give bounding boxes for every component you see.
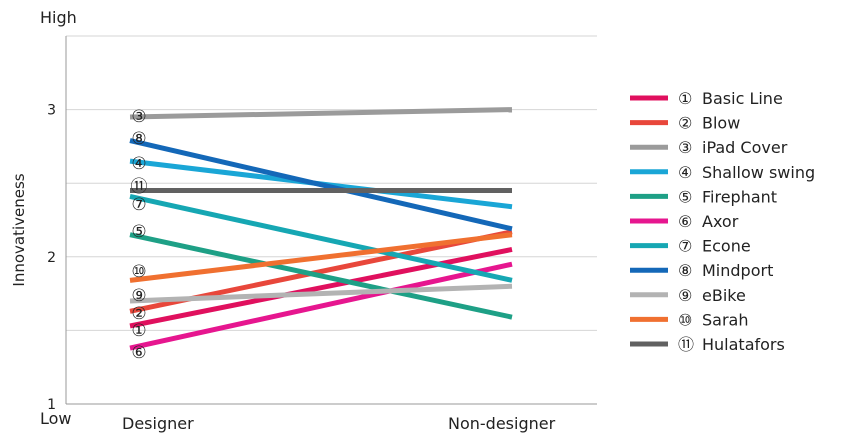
legend-marker: ⑧ — [678, 261, 692, 280]
legend-marker: ⑥ — [678, 212, 692, 231]
legend-marker: ⑪ — [678, 335, 694, 354]
legend: ① Basic Line ② Blow ③ iPad Cover ④ Shallow swin… — [630, 89, 815, 354]
series-line-3 — [130, 110, 512, 117]
series-marker-label: ⑩ — [131, 262, 146, 282]
x-tick-labels: Designer Non-designer — [122, 414, 556, 433]
legend-label: Econe — [702, 237, 751, 256]
legend-marker: ② — [678, 114, 692, 133]
series-marker-label: ⑧ — [131, 129, 146, 149]
legend-label: Firephant — [702, 187, 777, 206]
legend-label: iPad Cover — [702, 138, 788, 157]
y-tick-label: 2 — [47, 250, 56, 266]
y-tick-label: 3 — [47, 103, 56, 119]
y-axis-title: Innovativeness — [10, 173, 28, 286]
y-axis-top-label: High — [40, 8, 77, 27]
x-tick-label: Non-designer — [448, 414, 556, 433]
series-marker-label: ⑥ — [131, 343, 146, 363]
series-line-8 — [130, 141, 512, 229]
x-tick-label: Designer — [122, 414, 194, 433]
series-marker-label: ② — [131, 304, 146, 324]
series-marker-label: ⑤ — [131, 222, 146, 242]
legend-label: Hulatafors — [702, 335, 785, 354]
y-tick-labels: 1 2 3 — [47, 103, 56, 413]
series-lines — [130, 110, 512, 348]
series-line-7 — [130, 196, 512, 280]
legend-marker: ⑨ — [678, 286, 692, 305]
legend-label: eBike — [702, 286, 746, 305]
series-marker-label: ④ — [131, 154, 146, 174]
series-markers: ①② ③ ④ ⑤ ⑥ ⑦ ⑧ ⑨ ⑩ ⑪ — [131, 107, 148, 363]
legend-label: Basic Line — [702, 89, 783, 108]
legend-label: Sarah — [702, 310, 748, 329]
legend-marker: ④ — [678, 163, 692, 182]
legend-marker: ③ — [678, 138, 692, 157]
legend-marker: ⑦ — [678, 237, 692, 256]
legend-marker: ⑩ — [678, 310, 692, 329]
legend-label: Shallow swing — [702, 163, 815, 182]
series-marker-label: ⑪ — [131, 177, 148, 197]
series-marker-label: ① — [131, 321, 146, 341]
y-tick-label: 1 — [47, 397, 56, 413]
legend-marker: ① — [678, 89, 692, 108]
legend-label: Mindport — [702, 261, 773, 280]
legend-marker: ⑤ — [678, 187, 692, 206]
series-marker-label: ③ — [131, 107, 146, 127]
legend-label: Blow — [702, 114, 740, 133]
series-marker-label: ⑦ — [131, 195, 146, 215]
series-marker-label: ⑨ — [131, 286, 146, 306]
legend-label: Axor — [702, 212, 739, 231]
